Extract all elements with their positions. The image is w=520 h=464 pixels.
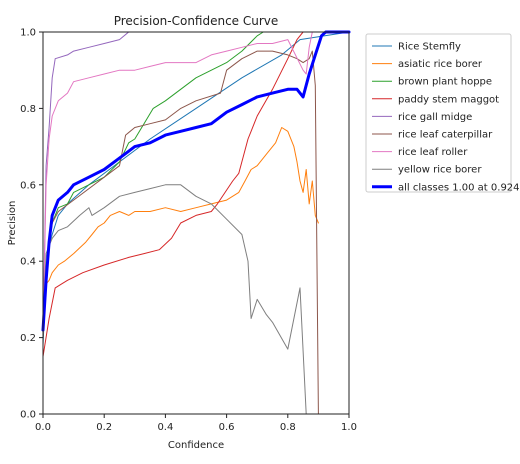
plot-area [41,30,351,415]
x-axis-label: Confidence [168,440,224,451]
legend-entry: asiatic rice borer [398,59,483,70]
legend: Rice Stemfly asiatic rice borer brown plan… [365,33,520,193]
legend-entry: all classes 1.00 at 0.924 [398,182,520,193]
y-tick-label: 0.0 [20,410,36,421]
y-tick-label: 0.4 [20,257,36,268]
legend-entry: paddy stem maggot [398,94,499,105]
series-line-1 [42,127,319,312]
series-line-8 [41,30,351,332]
x-tick-label: 0.0 [35,422,51,433]
x-tick-label: 0.2 [96,422,112,433]
series-line-5 [42,50,319,415]
y-tick-label: 0.2 [20,333,36,344]
series-line-2 [42,31,350,339]
legend-entry: rice leaf roller [398,147,468,158]
y-tick-label: 0.6 [20,180,36,191]
x-tick-label: 0.6 [219,422,235,433]
x-tick-label: 0.8 [280,422,296,433]
y-tick-label: 1.0 [20,28,36,39]
legend-entry: rice leaf caterpillar [398,130,493,141]
x-tick-label: 1.0 [341,422,357,433]
axis-ticks: 0.0 0.2 0.4 0.6 0.8 1.0 0.0 0.2 0.4 0.6 0.8 1.0 [20,28,357,434]
series-line-3 [42,31,350,358]
x-tick-label: 0.4 [157,422,173,433]
y-axis-label: Precision [7,201,18,246]
legend-frame [365,33,512,193]
series-line-4 [42,31,350,339]
legend-entry: yellow rice borer [398,165,482,176]
legend-entry: brown plant hoppe [398,77,492,88]
legend-entry: Rice Stemfly [398,42,461,53]
series-line-7 [42,184,307,415]
chart-title: Precision-Confidence Curve [114,14,279,28]
y-tick-label: 0.8 [20,104,36,115]
series-line-6 [42,31,350,339]
axes-frame [42,31,350,415]
legend-entry: rice gall midge [398,112,472,123]
